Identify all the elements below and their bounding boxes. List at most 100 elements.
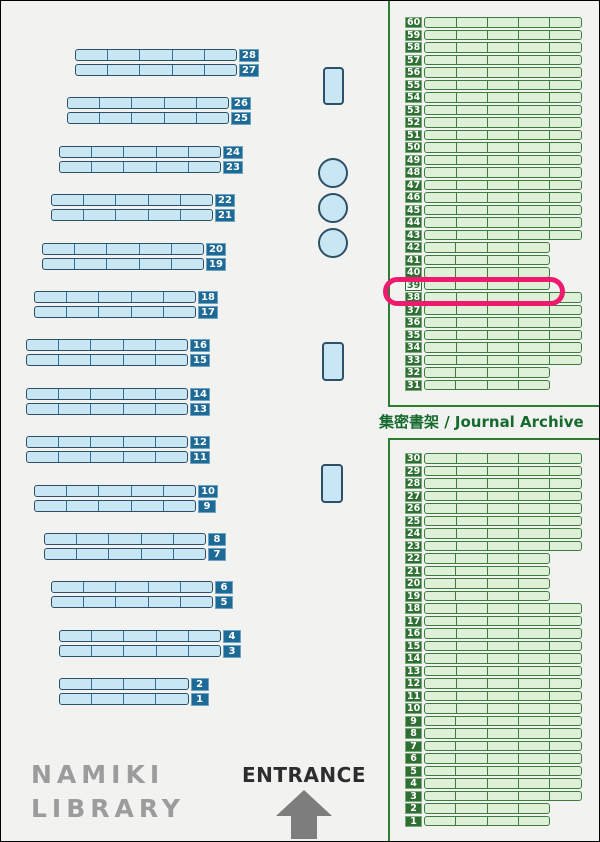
- shelf-number-badge: 32: [405, 367, 423, 378]
- shelf-cell: [45, 534, 78, 544]
- archive-shelf-row: 18: [405, 603, 599, 614]
- archive-shelf-row: 49: [405, 154, 599, 166]
- shelf-cell: [519, 218, 551, 227]
- archive-shelf-row: 9: [405, 715, 599, 727]
- shelf-cell: [456, 280, 488, 290]
- shelf-cell: [425, 616, 457, 626]
- reading-shelf-row: 21: [51, 208, 235, 222]
- entrance-marker: ENTRANCE: [231, 763, 377, 839]
- shelf-pair: 10 9: [34, 484, 218, 515]
- shelf-cell: [99, 486, 132, 496]
- shelf-cell: [519, 754, 551, 763]
- shelf-cell: [488, 368, 519, 377]
- pillar-rect: [323, 67, 344, 105]
- shelf-cell: [457, 343, 488, 352]
- shelf-cell: [107, 259, 140, 269]
- shelf-cell: [425, 466, 457, 476]
- shelf-bar: [424, 665, 582, 677]
- shelf-cell: [425, 318, 457, 327]
- shelf-cell: [132, 292, 164, 302]
- shelf-number-badge: 1: [405, 815, 422, 827]
- entrance-arrow-head-icon: [276, 790, 332, 816]
- shelf-cell: [519, 491, 551, 501]
- shelf-cell: [519, 791, 551, 801]
- archive-shelf-row: 47: [405, 179, 599, 191]
- shelf-number-badge: 33: [405, 354, 423, 366]
- shelf-cell: [488, 716, 519, 726]
- reading-shelf-row: 17: [34, 305, 218, 319]
- shelf-cell: [67, 292, 100, 302]
- shelf-cell: [550, 106, 580, 115]
- shelf-pair: 18 17: [34, 290, 218, 321]
- shelf-cell: [550, 767, 580, 776]
- shelf-bar: [26, 339, 188, 351]
- shelf-cell: [425, 666, 457, 676]
- shelf-bar: [424, 67, 582, 78]
- shelf-cell: [91, 404, 124, 414]
- reading-shelf-row: 18: [34, 290, 218, 304]
- reading-shelf-row: 11: [26, 450, 210, 464]
- shelf-cell: [425, 691, 457, 701]
- archive-shelf-row: 32: [405, 367, 599, 378]
- shelf-cell: [91, 452, 124, 462]
- shelf-bar: [34, 500, 196, 512]
- archive-shelf-row: 34: [405, 342, 599, 353]
- shelf-bar: [424, 354, 582, 366]
- shelf-cell: [425, 654, 457, 663]
- reading-shelf-row: 25: [67, 111, 251, 125]
- shelf-cell: [59, 355, 92, 365]
- shelf-cell: [519, 18, 551, 27]
- shelf-number-badge: 58: [405, 42, 423, 53]
- shelf-number-badge: 7: [405, 740, 422, 752]
- shelf-cell: [519, 679, 551, 688]
- shelf-cell: [457, 654, 488, 663]
- shelf-cell: [519, 629, 551, 638]
- reading-shelf-row: 26: [67, 96, 251, 110]
- shelf-cell: [92, 631, 125, 641]
- shelf-cell: [108, 65, 141, 75]
- shelf-cell: [550, 729, 580, 738]
- shelf-cell: [550, 742, 580, 751]
- shelf-bar: [51, 209, 213, 221]
- shelf-cell: [164, 307, 195, 317]
- shelf-cell: [519, 691, 551, 701]
- shelf-cell: [425, 766, 457, 776]
- shelf-cell: [109, 534, 142, 544]
- shelf-cell: [550, 131, 580, 140]
- shelf-cell: [100, 113, 133, 123]
- shelf-cell: [519, 293, 551, 302]
- shelf-bar: [59, 645, 221, 657]
- shelf-cell: [60, 679, 93, 689]
- shelf-cell: [425, 118, 457, 127]
- shelf-cell: [457, 218, 488, 227]
- shelf-cell: [550, 231, 580, 240]
- shelf-cell: [425, 30, 457, 40]
- shelf-cell: [456, 380, 488, 390]
- shelf-bar: [424, 703, 582, 714]
- shelf-number-badge: 20: [405, 578, 423, 589]
- shelf-bar: [424, 565, 551, 577]
- reading-shelf-row: 2: [59, 677, 209, 691]
- shelf-cell: [425, 504, 457, 513]
- archive-shelf-row: 6: [405, 753, 599, 764]
- shelf-cell: [456, 368, 488, 377]
- shelf-cell: [519, 143, 551, 152]
- shelf-number-badge: 40: [405, 267, 423, 278]
- shelf-number-badge: 49: [405, 154, 423, 166]
- shelf-cell: [68, 98, 101, 108]
- shelf-cell: [189, 162, 220, 172]
- shelf-cell: [116, 597, 149, 607]
- shelf-number-badge: 13: [405, 665, 423, 677]
- shelf-cell: [488, 754, 519, 763]
- shelf-cell: [519, 666, 551, 676]
- shelf-bar: [26, 451, 188, 463]
- shelf-cell: [425, 343, 457, 352]
- shelf-bar: [424, 540, 582, 552]
- shelf-bar: [26, 403, 188, 415]
- shelf-cell: [488, 529, 520, 538]
- shelf-cell: [488, 105, 520, 115]
- shelf-cell: [519, 804, 549, 813]
- shelf-number-badge: 15: [190, 353, 210, 367]
